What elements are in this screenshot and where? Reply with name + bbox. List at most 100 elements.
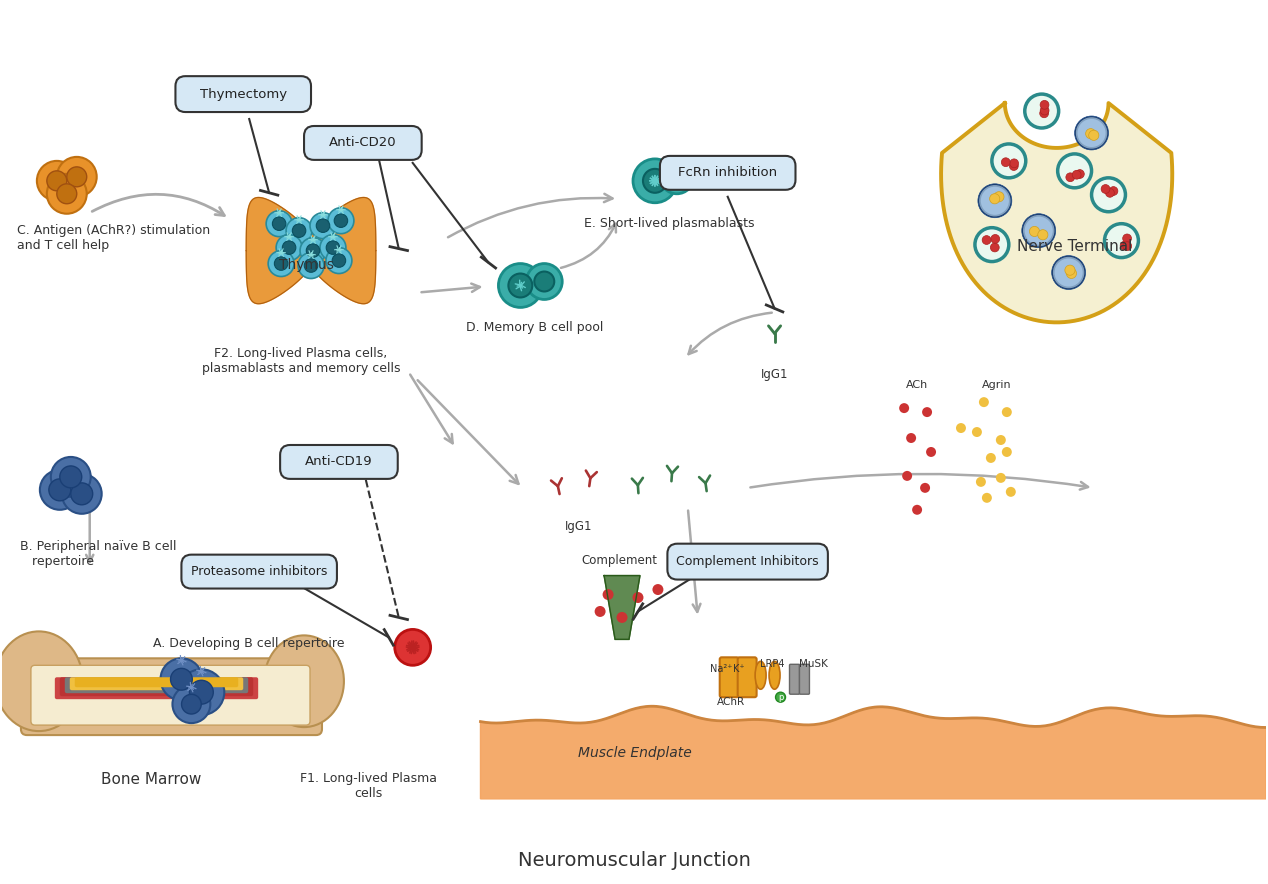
Circle shape xyxy=(1009,159,1018,168)
Circle shape xyxy=(1074,116,1108,150)
Circle shape xyxy=(1110,187,1118,195)
Text: Thymus: Thymus xyxy=(279,257,333,271)
Circle shape xyxy=(273,217,285,231)
Circle shape xyxy=(268,250,294,277)
Circle shape xyxy=(1066,173,1075,182)
Circle shape xyxy=(668,168,686,186)
Circle shape xyxy=(1077,118,1107,148)
Circle shape xyxy=(956,423,966,433)
Circle shape xyxy=(981,493,992,503)
Circle shape xyxy=(266,210,292,237)
Circle shape xyxy=(298,253,325,278)
Circle shape xyxy=(51,457,91,497)
Circle shape xyxy=(309,213,336,239)
Circle shape xyxy=(181,694,202,714)
Circle shape xyxy=(975,228,1009,262)
Circle shape xyxy=(1009,162,1018,171)
Circle shape xyxy=(189,681,213,705)
Circle shape xyxy=(498,263,543,308)
Text: B. Peripheral naïve B cell
   repertoire: B. Peripheral naïve B cell repertoire xyxy=(20,539,176,568)
FancyBboxPatch shape xyxy=(800,664,809,694)
Text: Nerve Terminal: Nerve Terminal xyxy=(1017,239,1132,254)
Circle shape xyxy=(1058,154,1092,187)
Text: p: p xyxy=(777,693,784,702)
Text: Bone Marrow: Bone Marrow xyxy=(101,772,202,787)
Circle shape xyxy=(57,156,96,197)
Circle shape xyxy=(39,470,80,510)
Text: D. Memory B cell pool: D. Memory B cell pool xyxy=(465,322,604,334)
Text: K⁺: K⁺ xyxy=(733,664,744,674)
Text: Proteasome inhibitors: Proteasome inhibitors xyxy=(191,565,327,578)
Circle shape xyxy=(47,171,67,191)
Circle shape xyxy=(287,217,312,244)
Circle shape xyxy=(922,408,932,417)
Circle shape xyxy=(633,159,677,202)
Circle shape xyxy=(37,161,77,201)
Circle shape xyxy=(633,592,643,603)
Text: IgG1: IgG1 xyxy=(564,520,592,533)
Circle shape xyxy=(328,208,354,233)
Circle shape xyxy=(394,629,431,666)
Text: LRP4: LRP4 xyxy=(761,659,785,669)
Circle shape xyxy=(995,435,1006,445)
Circle shape xyxy=(1040,106,1049,115)
Circle shape xyxy=(335,214,347,227)
Text: Agrin: Agrin xyxy=(981,380,1012,390)
Circle shape xyxy=(274,257,288,271)
Circle shape xyxy=(1037,230,1047,240)
Circle shape xyxy=(926,447,936,457)
Text: FcRn inhibition: FcRn inhibition xyxy=(678,166,777,179)
Circle shape xyxy=(1022,214,1056,248)
Circle shape xyxy=(1101,185,1110,194)
Circle shape xyxy=(293,224,306,238)
Text: F2. Long-lived Plasma cells,
plasmablasts and memory cells: F2. Long-lived Plasma cells, plasmablast… xyxy=(202,347,401,375)
FancyBboxPatch shape xyxy=(181,554,337,589)
Circle shape xyxy=(1054,257,1084,287)
Text: IgG1: IgG1 xyxy=(761,369,789,381)
Circle shape xyxy=(776,692,785,702)
Circle shape xyxy=(326,248,353,273)
Text: Complement Inhibitors: Complement Inhibitors xyxy=(676,555,819,568)
Circle shape xyxy=(57,184,77,203)
Circle shape xyxy=(71,483,93,505)
Polygon shape xyxy=(941,103,1172,323)
Circle shape xyxy=(995,473,1006,483)
Circle shape xyxy=(992,144,1026,178)
Circle shape xyxy=(1002,408,1012,417)
Circle shape xyxy=(1065,265,1075,275)
Circle shape xyxy=(912,505,922,514)
Circle shape xyxy=(1075,170,1084,179)
FancyBboxPatch shape xyxy=(667,544,828,580)
Circle shape xyxy=(1040,109,1049,118)
Circle shape xyxy=(316,219,330,232)
Circle shape xyxy=(179,669,224,715)
Circle shape xyxy=(659,160,694,194)
FancyBboxPatch shape xyxy=(659,156,795,190)
Circle shape xyxy=(508,273,533,297)
FancyBboxPatch shape xyxy=(790,664,800,694)
Text: Neuromuscular Junction: Neuromuscular Junction xyxy=(517,851,751,870)
Circle shape xyxy=(332,254,346,267)
Circle shape xyxy=(60,466,81,488)
Circle shape xyxy=(47,174,86,214)
FancyBboxPatch shape xyxy=(175,76,311,112)
Circle shape xyxy=(534,271,554,292)
Circle shape xyxy=(526,263,562,300)
FancyBboxPatch shape xyxy=(720,658,739,697)
Circle shape xyxy=(276,234,302,261)
Circle shape xyxy=(170,668,193,690)
FancyBboxPatch shape xyxy=(304,126,422,160)
Circle shape xyxy=(902,471,912,481)
Circle shape xyxy=(1002,158,1011,166)
Circle shape xyxy=(326,240,340,255)
Text: F1. Long-lived Plasma
cells: F1. Long-lived Plasma cells xyxy=(301,772,437,800)
Circle shape xyxy=(1104,224,1139,257)
Ellipse shape xyxy=(770,661,780,690)
Circle shape xyxy=(989,194,999,204)
Circle shape xyxy=(62,474,101,514)
Circle shape xyxy=(49,479,71,501)
Text: ACh: ACh xyxy=(905,380,928,390)
Circle shape xyxy=(990,234,999,243)
FancyBboxPatch shape xyxy=(30,666,309,725)
Circle shape xyxy=(1040,101,1049,110)
